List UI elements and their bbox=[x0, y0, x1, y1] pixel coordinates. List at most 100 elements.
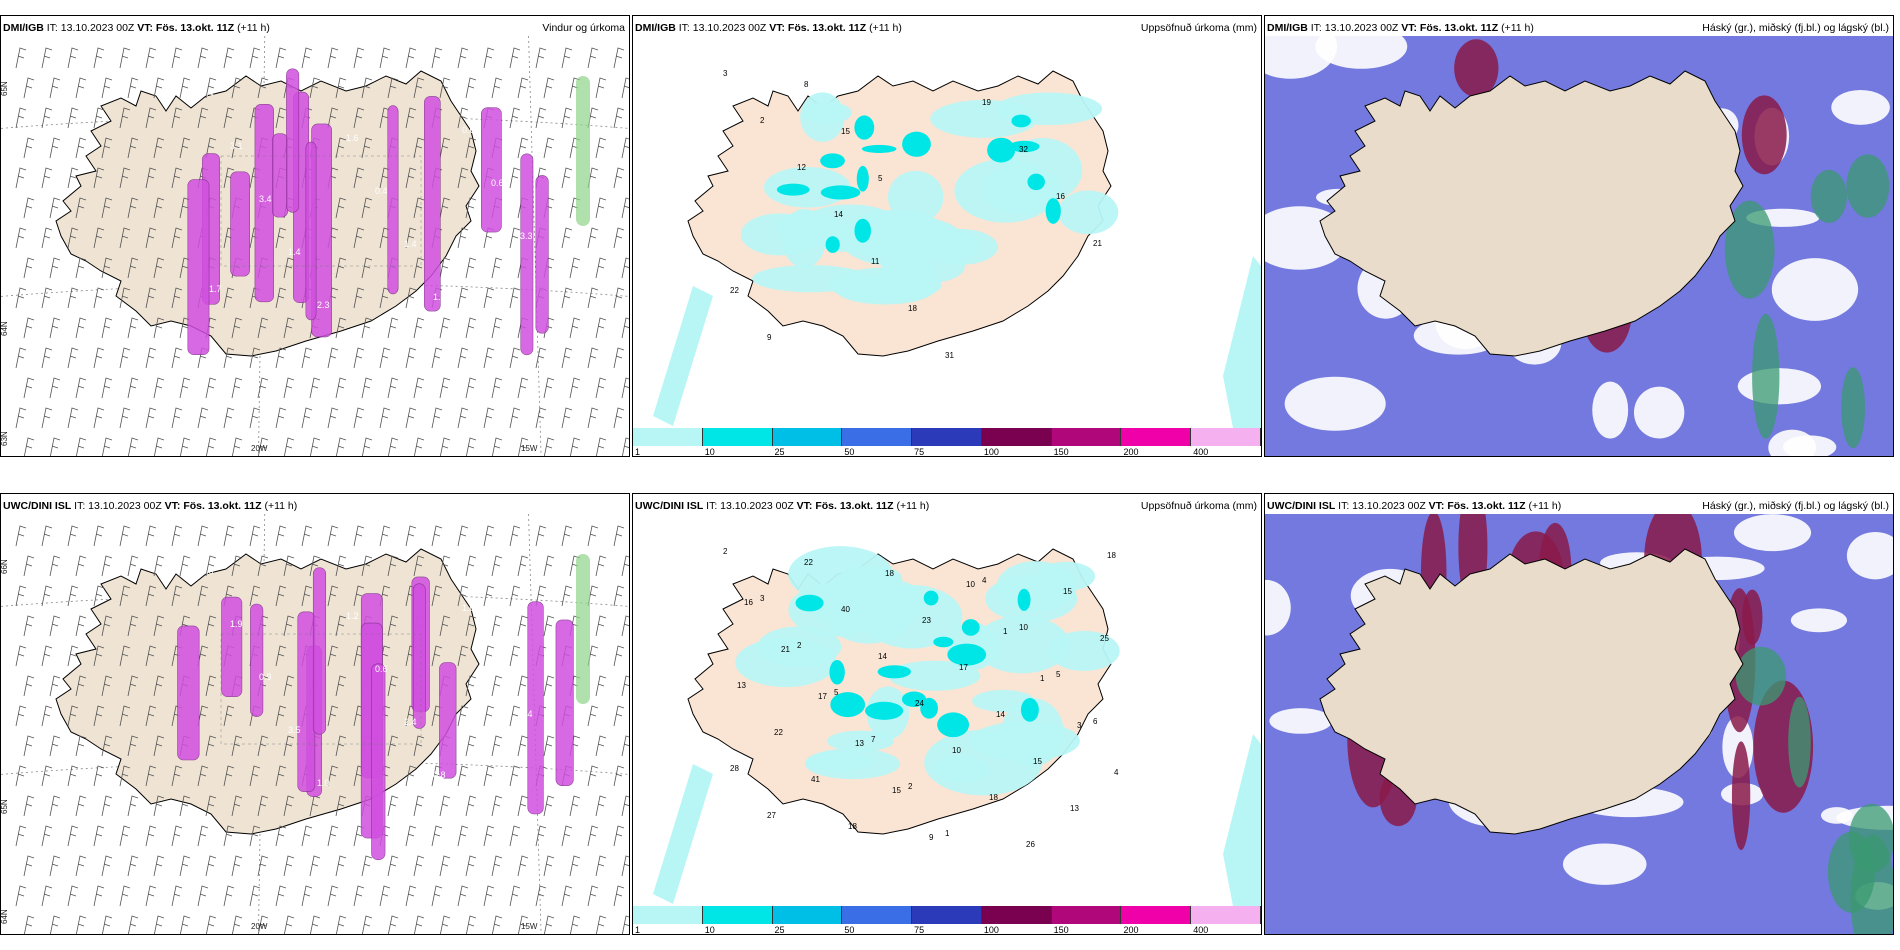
colorbar-swatch bbox=[633, 906, 703, 924]
wind-barb bbox=[145, 705, 157, 727]
panel-title: Háský (gr.), miðský (fj.bl.) og lágský (… bbox=[1702, 500, 1889, 512]
wind-barb bbox=[561, 287, 573, 309]
wind-barb bbox=[543, 437, 555, 456]
value-label: 19 bbox=[982, 98, 991, 107]
wind-barb bbox=[127, 317, 139, 339]
precip-band bbox=[555, 619, 574, 786]
wind-barb bbox=[413, 795, 425, 817]
lead-time: (+11 h) bbox=[896, 500, 930, 512]
wind-barb bbox=[23, 77, 35, 99]
wind-barb bbox=[283, 735, 295, 757]
wind-barb bbox=[223, 705, 235, 727]
wind-barb bbox=[275, 825, 287, 847]
wind-barb bbox=[41, 525, 53, 547]
wind-barb bbox=[387, 555, 399, 577]
wind-barb bbox=[483, 825, 495, 847]
colorbar-swatch bbox=[842, 428, 913, 446]
wind-barb bbox=[561, 825, 573, 847]
precip-band bbox=[221, 596, 243, 697]
wind-barb bbox=[465, 137, 477, 159]
wind-barb bbox=[413, 317, 425, 339]
value-label: 16 bbox=[1056, 192, 1065, 201]
wind-barb bbox=[101, 855, 113, 877]
colorbar-tick-label: 200 bbox=[1123, 925, 1139, 935]
wind-barb bbox=[171, 765, 183, 787]
colorbar-tick-label: 25 bbox=[774, 447, 785, 457]
value-label: 3.3 bbox=[520, 231, 533, 241]
wind-barb bbox=[613, 525, 625, 547]
wind-barb bbox=[509, 765, 521, 787]
precip-band bbox=[250, 603, 264, 717]
wind-barb bbox=[595, 137, 607, 159]
wind-barb bbox=[145, 407, 157, 429]
wind-barb bbox=[517, 137, 529, 159]
wind-barb bbox=[379, 885, 391, 907]
wind-barb bbox=[205, 437, 217, 456]
wind-barb bbox=[119, 167, 131, 189]
map-area: 2 3 2 5 7 2 1 4 10 5 6 28 27 22 40 14 24 10 18 26 15 25 13 22 41… bbox=[633, 514, 1261, 906]
wind-barb bbox=[613, 407, 625, 429]
colorbar-tick-label: 100 bbox=[983, 925, 999, 935]
wind-barb bbox=[75, 735, 87, 757]
wind-barb bbox=[569, 915, 581, 934]
wind-barb bbox=[75, 437, 87, 456]
value-label: 1 bbox=[1003, 627, 1008, 636]
value-label: 1 bbox=[945, 829, 950, 838]
wind-barb bbox=[179, 437, 191, 456]
wind-barb bbox=[335, 735, 347, 757]
wind-barb bbox=[23, 555, 35, 577]
wind-barb bbox=[587, 705, 599, 727]
wind-barb bbox=[517, 555, 529, 577]
value-label: 1.6 bbox=[346, 133, 359, 143]
value-label: 41 bbox=[811, 775, 820, 784]
wind-barb bbox=[153, 77, 165, 99]
wind-barb bbox=[335, 317, 347, 339]
wind-barb bbox=[543, 795, 555, 817]
wind-barb bbox=[75, 257, 87, 279]
wind-barb bbox=[49, 257, 61, 279]
wind-barb bbox=[465, 795, 477, 817]
colorbar-swatch bbox=[1051, 906, 1122, 924]
value-label: 2.0 bbox=[201, 566, 214, 576]
wind-barb bbox=[483, 407, 495, 429]
wind-barb bbox=[93, 167, 105, 189]
wind-barb bbox=[231, 377, 243, 399]
wind-barb bbox=[361, 257, 373, 279]
precip-area bbox=[804, 748, 901, 780]
wind-barb bbox=[23, 257, 35, 279]
value-label: 1.4 bbox=[433, 292, 446, 302]
wind-barb bbox=[179, 137, 191, 159]
value-label: 18 bbox=[989, 793, 998, 802]
iceland-coastline bbox=[1319, 548, 1744, 835]
colorbar-tick-label: 10 bbox=[704, 925, 715, 935]
precip-band bbox=[520, 153, 534, 356]
wind-barb bbox=[67, 585, 79, 607]
wind-barb bbox=[509, 287, 521, 309]
precip-area bbox=[1037, 561, 1096, 591]
wind-barb bbox=[457, 585, 469, 607]
wind-barb bbox=[543, 855, 555, 877]
wind-barb bbox=[127, 77, 139, 99]
wind-barb bbox=[595, 317, 607, 339]
colorbar-tick-label: 400 bbox=[1193, 447, 1209, 457]
wind-barb bbox=[67, 107, 79, 129]
clear-sky-area bbox=[1733, 514, 1812, 552]
wind-barb bbox=[431, 407, 443, 429]
wind-barb bbox=[621, 137, 629, 159]
wind-barb bbox=[535, 347, 547, 369]
wind-barb bbox=[431, 525, 443, 547]
value-label: 10 bbox=[952, 746, 961, 755]
wind-barb bbox=[543, 915, 555, 934]
wind-barb bbox=[75, 615, 87, 637]
value-label: 18 bbox=[1107, 551, 1116, 560]
wind-barb bbox=[457, 765, 469, 787]
clear-sky-area bbox=[1315, 36, 1408, 69]
wind-barb bbox=[49, 197, 61, 219]
wind-barb bbox=[15, 705, 27, 727]
wind-barb bbox=[101, 137, 113, 159]
wind-barb bbox=[517, 615, 529, 637]
precip-bands bbox=[187, 68, 549, 356]
wind-barb bbox=[275, 585, 287, 607]
wind-barb bbox=[431, 347, 443, 369]
